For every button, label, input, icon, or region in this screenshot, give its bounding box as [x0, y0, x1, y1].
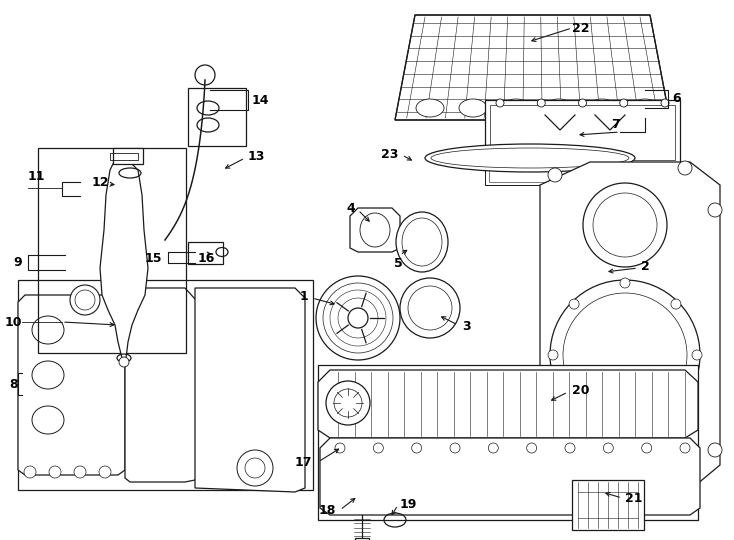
Circle shape: [569, 401, 579, 411]
Bar: [490, 105, 675, 160]
Circle shape: [578, 99, 586, 107]
Circle shape: [548, 350, 558, 360]
Bar: [489, 168, 676, 182]
Ellipse shape: [588, 99, 616, 117]
Circle shape: [620, 422, 630, 432]
Text: 17: 17: [294, 456, 312, 469]
Circle shape: [74, 466, 86, 478]
Polygon shape: [350, 208, 400, 252]
Circle shape: [603, 443, 614, 453]
Circle shape: [671, 401, 681, 411]
Circle shape: [708, 443, 722, 457]
Text: 10: 10: [4, 315, 22, 328]
Circle shape: [708, 203, 722, 217]
Text: 5: 5: [393, 257, 402, 270]
Circle shape: [680, 443, 690, 453]
Bar: [188, 88, 246, 146]
Circle shape: [374, 443, 383, 453]
Polygon shape: [100, 160, 148, 358]
Ellipse shape: [396, 212, 448, 272]
Circle shape: [70, 285, 100, 315]
Bar: [355, 538, 369, 540]
Circle shape: [661, 99, 669, 107]
Text: 12: 12: [92, 177, 109, 190]
Text: 16: 16: [198, 252, 215, 265]
Circle shape: [537, 99, 545, 107]
Circle shape: [671, 299, 681, 309]
Polygon shape: [195, 288, 305, 492]
Text: 4: 4: [346, 201, 355, 214]
Text: 2: 2: [641, 260, 650, 273]
Ellipse shape: [502, 99, 530, 117]
Circle shape: [450, 443, 460, 453]
Polygon shape: [318, 370, 698, 438]
Circle shape: [548, 471, 562, 485]
Text: 19: 19: [400, 497, 418, 510]
Bar: [318, 365, 698, 520]
Text: 15: 15: [145, 252, 162, 265]
Circle shape: [24, 466, 36, 478]
Bar: [485, 100, 680, 165]
Circle shape: [527, 443, 537, 453]
Text: 8: 8: [10, 377, 18, 390]
Text: 21: 21: [625, 491, 642, 504]
Text: 9: 9: [13, 255, 22, 268]
Bar: [572, 480, 644, 530]
Circle shape: [496, 99, 504, 107]
Circle shape: [49, 466, 61, 478]
Bar: [18, 280, 313, 490]
Text: 1: 1: [299, 291, 308, 303]
Circle shape: [569, 299, 579, 309]
Text: 7: 7: [611, 118, 620, 131]
Text: 22: 22: [572, 22, 589, 35]
Circle shape: [488, 443, 498, 453]
Polygon shape: [395, 15, 670, 120]
Circle shape: [678, 161, 692, 175]
Text: 6: 6: [672, 91, 680, 105]
Text: 14: 14: [252, 93, 269, 106]
Circle shape: [99, 466, 111, 478]
Text: 11: 11: [28, 170, 46, 183]
Polygon shape: [125, 288, 205, 482]
Bar: [485, 165, 680, 185]
Bar: [113, 148, 143, 164]
Polygon shape: [540, 162, 720, 490]
Circle shape: [412, 443, 421, 453]
Ellipse shape: [631, 99, 659, 117]
Bar: [38, 148, 186, 353]
Text: 23: 23: [381, 147, 398, 160]
Ellipse shape: [545, 99, 573, 117]
Circle shape: [548, 168, 562, 182]
Circle shape: [119, 357, 129, 367]
Circle shape: [335, 443, 345, 453]
Circle shape: [692, 350, 702, 360]
Circle shape: [620, 278, 630, 288]
Ellipse shape: [459, 99, 487, 117]
Text: 18: 18: [319, 503, 336, 516]
Circle shape: [619, 99, 628, 107]
Ellipse shape: [425, 144, 635, 172]
Circle shape: [237, 450, 273, 486]
Circle shape: [681, 476, 695, 490]
Circle shape: [565, 443, 575, 453]
Text: 3: 3: [462, 320, 470, 333]
Text: 13: 13: [248, 151, 266, 164]
Ellipse shape: [416, 99, 444, 117]
Circle shape: [642, 443, 652, 453]
Bar: [188, 242, 223, 264]
Polygon shape: [320, 438, 700, 515]
Polygon shape: [18, 295, 125, 475]
Circle shape: [326, 381, 370, 425]
Text: 20: 20: [572, 383, 589, 396]
